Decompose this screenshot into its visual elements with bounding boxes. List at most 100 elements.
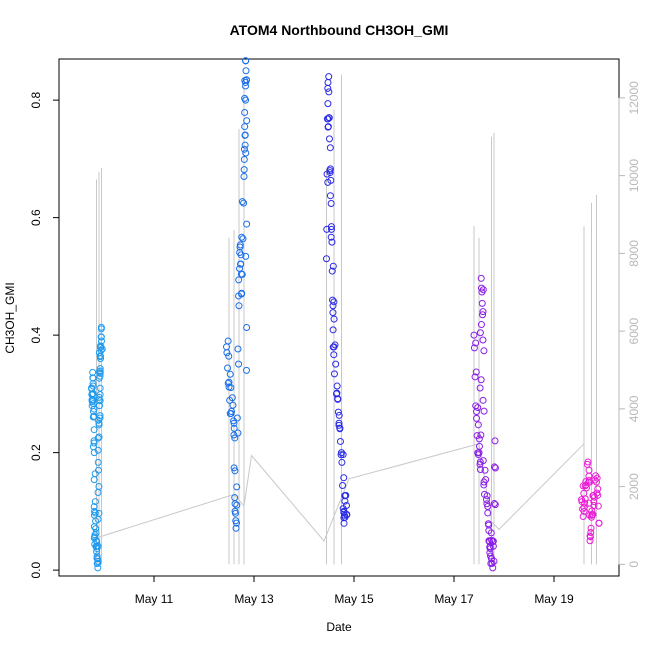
data-point <box>476 384 484 392</box>
data-point <box>242 252 250 260</box>
data-point <box>334 408 342 416</box>
data-point <box>579 505 587 513</box>
data-point <box>593 474 601 482</box>
data-point <box>94 542 102 550</box>
x-tick-label: May 13 <box>234 592 274 606</box>
data-point <box>325 88 333 96</box>
data-point <box>491 501 499 509</box>
data-point <box>326 165 334 173</box>
data-point <box>91 509 99 517</box>
data-point <box>475 435 483 443</box>
data-point <box>479 336 487 344</box>
data-point <box>237 251 245 259</box>
data-point <box>94 434 102 442</box>
data-point <box>340 474 348 482</box>
data-point <box>327 200 335 208</box>
data-point <box>477 274 485 282</box>
data-point <box>340 519 348 527</box>
x-tick-label: May 15 <box>334 592 374 606</box>
y-tick-label: 0.8 <box>29 91 43 108</box>
data-point <box>233 501 241 509</box>
data-point <box>95 421 103 429</box>
data-point <box>324 84 332 92</box>
data-point <box>472 368 480 376</box>
data-point <box>230 464 238 472</box>
data-point <box>242 149 250 157</box>
data-point <box>326 192 334 200</box>
data-point <box>89 389 97 397</box>
y2-tick-label: 10000 <box>627 159 641 193</box>
data-point <box>94 458 102 466</box>
x-axis: May 11 May 13 May 15 May 17 May 19 <box>135 575 574 606</box>
data-point <box>94 564 102 572</box>
data-point <box>587 524 595 532</box>
data-point <box>243 117 251 125</box>
data-point <box>90 439 98 447</box>
data-point <box>327 233 335 241</box>
data-point <box>89 400 97 408</box>
data-point <box>98 337 105 345</box>
data-point <box>96 367 104 375</box>
data-point <box>339 505 347 513</box>
data-point <box>327 223 335 231</box>
data-point <box>237 260 245 268</box>
y-axis-right: 0 2000 4000 6000 8000 10000 12000 <box>618 81 641 568</box>
data-point <box>470 331 478 339</box>
data-point <box>328 225 335 233</box>
data-point <box>94 559 102 567</box>
data-point <box>94 488 102 496</box>
data-point <box>484 509 492 517</box>
data-point <box>240 145 248 153</box>
data-point <box>98 345 106 353</box>
data-point <box>585 472 593 480</box>
data-point <box>332 360 340 368</box>
data-point <box>478 299 486 307</box>
data-point <box>477 376 485 384</box>
data-point <box>239 235 247 243</box>
data-point <box>328 238 336 246</box>
data-point <box>595 519 603 527</box>
y-tick-label: 0.2 <box>29 444 43 461</box>
data-point <box>594 491 602 499</box>
data-point <box>479 311 487 319</box>
data-point <box>488 555 496 563</box>
data-point <box>477 431 485 439</box>
data-point <box>472 402 480 410</box>
data-point <box>243 366 250 374</box>
y2-tick-label: 4000 <box>627 395 641 422</box>
data-point <box>333 382 341 390</box>
data-point <box>95 433 103 441</box>
y2-tick-label: 8000 <box>627 240 641 267</box>
data-point <box>231 509 239 517</box>
data-point <box>233 414 241 422</box>
data-point <box>231 494 239 502</box>
y2-tick-label: 12000 <box>627 81 641 115</box>
data-point <box>238 270 246 278</box>
data-point <box>486 549 494 557</box>
data-point <box>89 380 97 388</box>
data-point <box>342 491 350 499</box>
data-points <box>88 57 603 572</box>
data-point <box>480 347 488 355</box>
data-point <box>96 369 104 377</box>
y2-tick-label: 0 <box>627 561 641 568</box>
data-point <box>586 511 594 519</box>
data-point <box>96 365 104 373</box>
data-point <box>96 352 104 360</box>
data-point <box>330 370 338 378</box>
data-point <box>238 289 246 297</box>
x-tick-label: May 17 <box>434 592 474 606</box>
data-point <box>336 437 344 445</box>
data-point <box>330 351 338 359</box>
data-point <box>240 166 248 174</box>
data-point <box>97 325 105 333</box>
data-point <box>489 564 497 572</box>
data-point <box>328 267 336 275</box>
data-point <box>92 525 100 533</box>
data-point <box>94 446 102 454</box>
data-point <box>480 407 488 415</box>
data-point <box>234 345 242 353</box>
data-point <box>224 337 232 345</box>
